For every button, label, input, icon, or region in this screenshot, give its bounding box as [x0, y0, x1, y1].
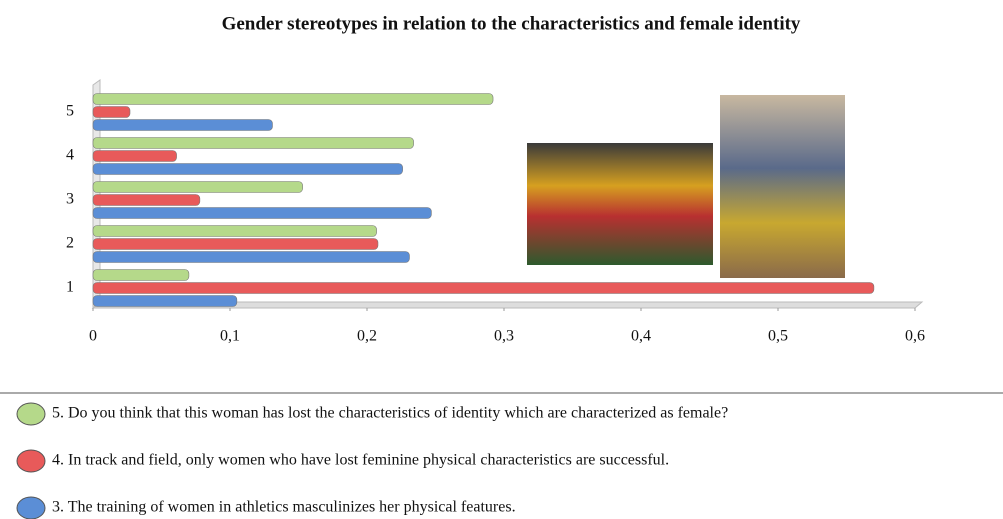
- x-tick-label: 0,3: [494, 328, 514, 345]
- bar: [92, 282, 875, 294]
- bar: [92, 269, 190, 281]
- legend-marker: [16, 496, 46, 519]
- y-tick-label: 5: [66, 103, 74, 120]
- bar: [92, 194, 201, 206]
- legend-marker: [16, 449, 46, 473]
- photo: [527, 143, 713, 265]
- bar: [92, 93, 494, 105]
- bar: [92, 150, 177, 162]
- chart-title: Gender stereotypes in relation to the ch…: [222, 13, 801, 34]
- x-tick-label: 0,2: [357, 328, 377, 345]
- bar: [92, 181, 303, 193]
- photo: [720, 95, 845, 278]
- legend-label: 4. In track and field, only women who ha…: [52, 452, 669, 469]
- x-tick-label: 0,6: [905, 328, 925, 345]
- bar: [92, 106, 131, 118]
- bar: [92, 295, 238, 307]
- bar: [92, 163, 403, 175]
- bar: [92, 238, 379, 250]
- x-tick-label: 0,5: [768, 328, 788, 345]
- x-tick-label: 0: [89, 328, 97, 345]
- bar: [92, 225, 377, 237]
- bar: [92, 207, 432, 219]
- legend-label: 5. Do you think that this woman has lost…: [52, 405, 728, 422]
- legend-label: 3. The training of women in athletics ma…: [52, 499, 516, 516]
- y-tick-label: 2: [66, 235, 74, 252]
- y-tick-label: 4: [66, 147, 74, 164]
- bar: [92, 137, 414, 149]
- legend-marker: [16, 402, 46, 426]
- y-tick-label: 1: [66, 279, 74, 296]
- y-tick-label: 3: [66, 191, 74, 208]
- bar: [92, 251, 410, 263]
- x-tick-label: 0,4: [631, 328, 651, 345]
- bar: [92, 119, 273, 131]
- x-tick-label: 0,1: [220, 328, 240, 345]
